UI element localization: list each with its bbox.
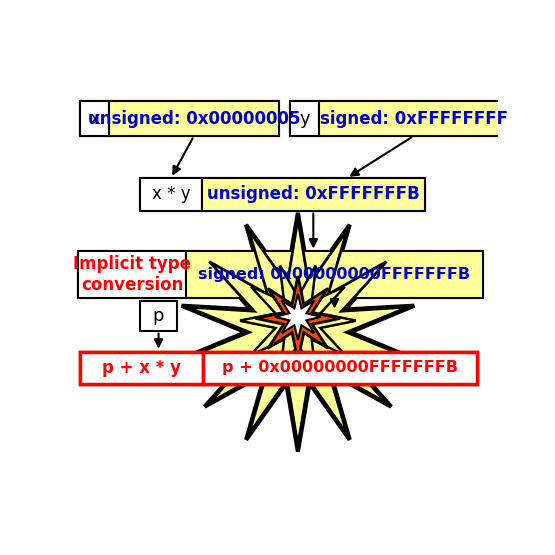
FancyBboxPatch shape xyxy=(80,351,203,384)
Text: x * y: x * y xyxy=(152,185,190,204)
Polygon shape xyxy=(275,294,321,340)
FancyBboxPatch shape xyxy=(80,101,109,136)
FancyBboxPatch shape xyxy=(109,101,279,136)
FancyBboxPatch shape xyxy=(80,101,279,136)
FancyBboxPatch shape xyxy=(290,101,320,136)
FancyBboxPatch shape xyxy=(290,101,508,136)
Text: unsigned: 0xFFFFFFFB: unsigned: 0xFFFFFFFB xyxy=(207,185,420,204)
Text: p: p xyxy=(153,307,164,325)
Text: p + x * y: p + x * y xyxy=(102,359,181,377)
Polygon shape xyxy=(188,219,408,446)
Text: signed: 0x00000000FFFFFFFB: signed: 0x00000000FFFFFFFB xyxy=(199,267,471,282)
Text: p + 0x00000000FFFFFFFB: p + 0x00000000FFFFFFFB xyxy=(222,360,458,375)
FancyBboxPatch shape xyxy=(140,301,177,331)
FancyBboxPatch shape xyxy=(186,251,483,297)
Text: x: x xyxy=(89,109,100,128)
Polygon shape xyxy=(240,266,356,376)
FancyBboxPatch shape xyxy=(78,251,483,297)
FancyBboxPatch shape xyxy=(201,178,425,210)
Text: signed: 0xFFFFFFFF: signed: 0xFFFFFFFF xyxy=(320,109,508,128)
Text: Implicit type
conversion: Implicit type conversion xyxy=(73,255,191,294)
FancyBboxPatch shape xyxy=(140,178,425,210)
Polygon shape xyxy=(240,266,356,376)
FancyBboxPatch shape xyxy=(80,351,477,384)
Text: y: y xyxy=(300,109,310,128)
FancyBboxPatch shape xyxy=(78,251,186,297)
Polygon shape xyxy=(255,276,340,361)
Text: unsigned: 0x00000005: unsigned: 0x00000005 xyxy=(88,109,300,128)
FancyBboxPatch shape xyxy=(140,178,201,210)
FancyBboxPatch shape xyxy=(203,351,477,384)
Polygon shape xyxy=(181,213,414,452)
FancyBboxPatch shape xyxy=(320,101,508,136)
